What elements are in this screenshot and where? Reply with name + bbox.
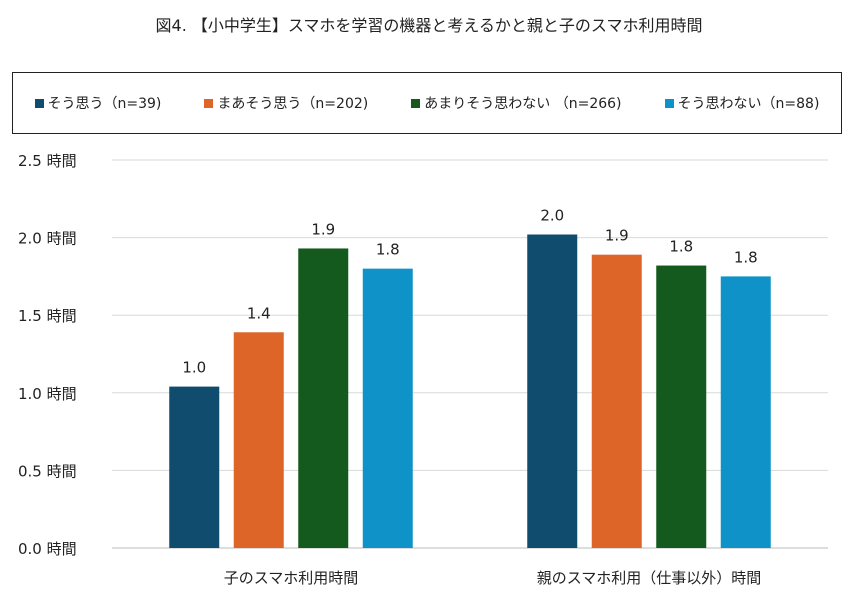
legend-label: あまりそう思わない （n=266) <box>424 96 622 112</box>
legend-item: そう思う（n=39) <box>34 93 162 113</box>
legend-label: そう思う（n=39) <box>47 96 162 112</box>
y-tick-label: 0.0 時間 <box>18 540 77 558</box>
legend-swatch <box>204 98 214 108</box>
y-tick-label: 2.0 時間 <box>18 230 77 248</box>
data-label: 2.0 <box>540 206 564 224</box>
y-tick-label: 0.5 時間 <box>18 462 77 480</box>
legend-swatch <box>411 98 421 108</box>
legend-item: あまりそう思わない （n=266) <box>411 93 622 113</box>
legend: そう思う（n=39) まあそう思う（n=202) あまりそう思わない （n=266)… <box>12 72 842 134</box>
legend-swatch <box>34 98 44 108</box>
legend-label: そう思わない（n=88) <box>677 96 820 112</box>
bar <box>656 265 707 548</box>
bar <box>362 268 413 548</box>
bar <box>591 254 642 548</box>
bar <box>233 332 284 548</box>
data-label: 1.8 <box>376 241 400 259</box>
data-label: 1.0 <box>182 359 206 377</box>
y-tick-label: 2.5 時間 <box>18 152 77 170</box>
bar <box>527 234 578 548</box>
y-tick-label: 1.0 時間 <box>18 385 77 403</box>
bar <box>169 386 220 548</box>
data-label: 1.9 <box>605 227 629 245</box>
legend-item: まあそう思う（n=202) <box>204 93 368 113</box>
data-label: 1.8 <box>669 238 693 256</box>
bar <box>720 276 771 548</box>
data-label: 1.9 <box>311 220 335 238</box>
data-label: 1.4 <box>247 304 271 322</box>
legend-swatch <box>664 98 674 108</box>
data-label: 1.8 <box>734 248 758 266</box>
bar <box>298 248 349 549</box>
x-tick-label: 子のスマホ利用時間 <box>224 569 359 587</box>
legend-item: そう思わない（n=88) <box>664 93 820 113</box>
legend-label: まあそう思う（n=202) <box>217 96 369 112</box>
y-tick-label: 1.5 時間 <box>18 307 77 325</box>
x-tick-label: 親のスマホ利用（仕事以外）時間 <box>537 569 762 587</box>
chart-title: 図4. 【小中学生】スマホを学習の機器と考えるかと親と子のスマホ利用時間 <box>155 16 703 35</box>
